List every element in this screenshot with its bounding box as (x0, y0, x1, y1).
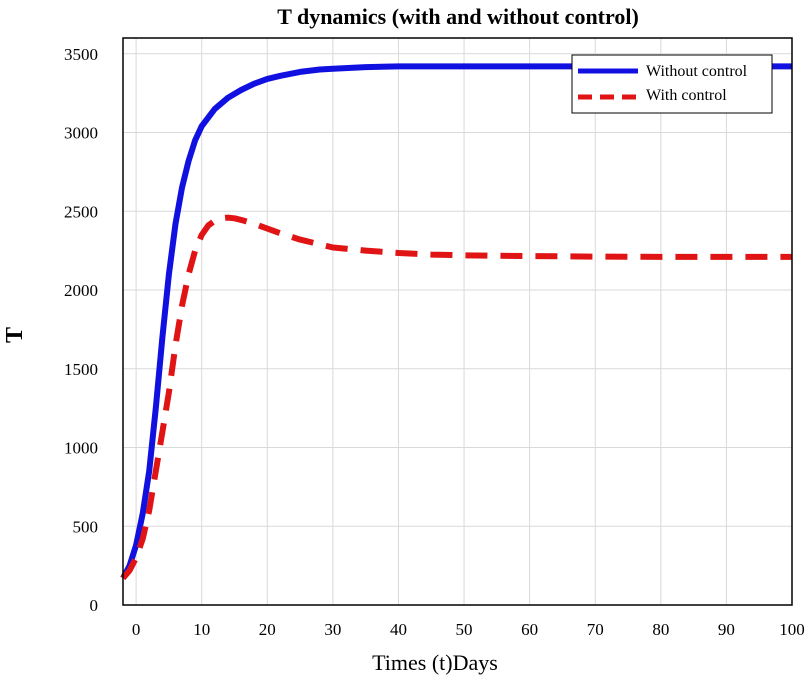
y-tick-label: 2500 (64, 202, 98, 221)
x-tick-label: 10 (193, 620, 210, 639)
x-tick-label: 100 (779, 620, 805, 639)
series-layer (120, 63, 792, 581)
y-axis-ticks: 0 500 1000 1500 2000 2500 3000 3500 (64, 45, 98, 615)
y-axis-label: T (2, 327, 28, 343)
legend-box (571, 54, 773, 114)
legend-label-without-control: Without control (646, 63, 748, 80)
y-tick-label: 2000 (64, 281, 98, 300)
x-tick-label: 50 (456, 620, 473, 639)
y-tick-label: 1500 (64, 360, 98, 379)
series-line-without-control (120, 63, 792, 580)
y-tick-label: 500 (73, 517, 99, 536)
y-tick-label: 0 (90, 596, 99, 615)
y-tick-label: 3500 (64, 45, 98, 64)
x-tick-label: 90 (718, 620, 735, 639)
plot-frame (122, 37, 793, 606)
legend-label-with-control: With control (646, 87, 727, 104)
series-line-with-control (120, 214, 792, 581)
legend: Without control With control (571, 54, 773, 114)
x-tick-label: 0 (132, 620, 141, 639)
x-axis-ticks: 0 10 20 30 40 50 60 70 80 90 100 (132, 620, 805, 639)
y-tick-label: 1000 (64, 439, 98, 458)
chart-title: T dynamics (with and without control) (277, 4, 639, 29)
x-tick-label: 40 (390, 620, 407, 639)
x-tick-label: 60 (521, 620, 538, 639)
x-tick-label: 70 (587, 620, 604, 639)
x-axis-label: Times (t)Days (372, 650, 498, 675)
y-tick-label: 3000 (64, 124, 98, 143)
x-tick-label: 30 (324, 620, 341, 639)
x-tick-label: 20 (259, 620, 276, 639)
x-tick-label: 80 (652, 620, 669, 639)
